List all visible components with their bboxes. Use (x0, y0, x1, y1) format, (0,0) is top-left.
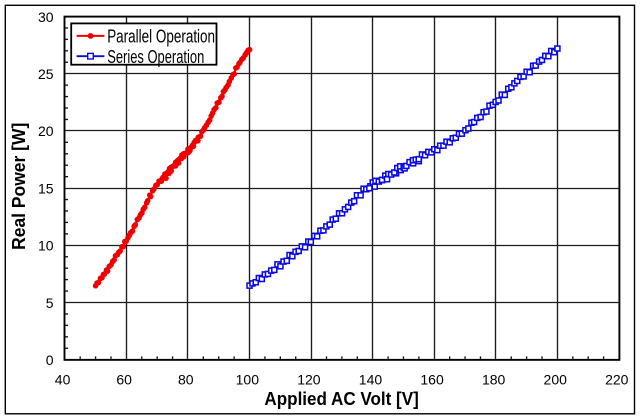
svg-text:5: 5 (46, 295, 54, 311)
svg-text:180: 180 (482, 371, 506, 387)
svg-text:100: 100 (236, 371, 260, 387)
svg-text:0: 0 (46, 352, 54, 368)
svg-text:Series Operation: Series Operation (107, 48, 204, 68)
svg-text:15: 15 (38, 180, 54, 196)
svg-text:140: 140 (359, 371, 383, 387)
svg-text:10: 10 (38, 238, 54, 254)
svg-text:Applied AC Volt [V]: Applied AC Volt [V] (264, 388, 418, 409)
svg-text:200: 200 (544, 371, 568, 387)
svg-text:160: 160 (420, 371, 444, 387)
svg-text:40: 40 (55, 371, 71, 387)
svg-text:80: 80 (178, 371, 194, 387)
svg-text:30: 30 (38, 9, 54, 25)
svg-text:120: 120 (297, 371, 321, 387)
svg-text:Parallel Operation: Parallel Operation (107, 27, 215, 48)
svg-text:Real Power [W]: Real Power [W] (8, 123, 29, 250)
svg-text:220: 220 (605, 371, 629, 387)
svg-text:20: 20 (38, 123, 54, 139)
svg-text:25: 25 (38, 66, 54, 82)
svg-text:60: 60 (116, 371, 132, 387)
